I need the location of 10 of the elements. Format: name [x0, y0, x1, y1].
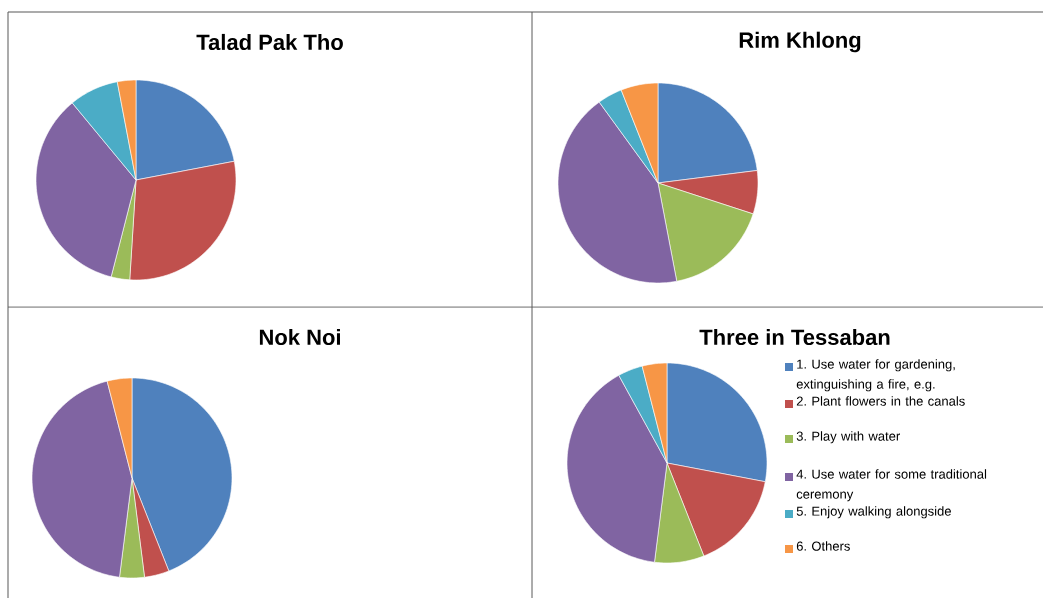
legend-label: 4. Use water for some traditional ceremony: [796, 469, 987, 502]
chart-title: Rim Khlong: [739, 31, 861, 53]
chart-title: Three in Tessaban: [699, 328, 890, 346]
legend-label: 6. Others: [796, 541, 850, 551]
legend-label: 1. Use water for gardening, extinguishing a fire, e.g.: [796, 359, 955, 392]
legend-label: 5. Enjoy walking alongside: [796, 506, 951, 519]
text: Nok Noi: [259, 328, 340, 346]
chart-title: Talad Pak Tho: [196, 33, 343, 51]
legend-label: 2. Plant flowers in the canals: [796, 396, 965, 406]
legend-label: 3. Play with water: [796, 431, 900, 444]
